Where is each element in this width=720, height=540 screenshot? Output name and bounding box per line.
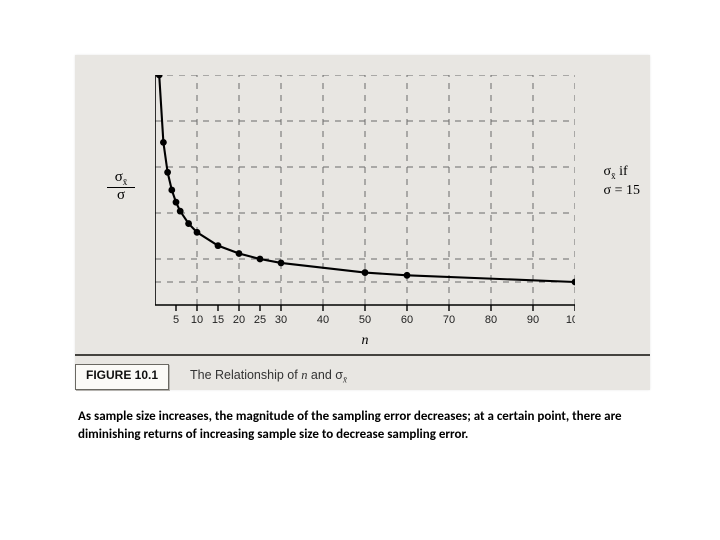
figure-title: The Relationship of n and σx̄ — [190, 368, 347, 385]
svg-text:5: 5 — [173, 314, 179, 325]
y-right-axis-label: σx̄ if σ = 15 — [604, 163, 640, 200]
svg-text:100: 100 — [566, 314, 575, 325]
figure-caption: As sample size increases, the magnitude … — [78, 408, 638, 443]
figure-label-bar: FIGURE 10.1 The Relationship of n and σx… — [75, 354, 650, 390]
svg-text:25: 25 — [254, 314, 266, 325]
svg-text:10: 10 — [191, 314, 203, 325]
y-axis-label: σx̄ σ — [107, 170, 135, 203]
svg-text:15: 15 — [212, 314, 224, 325]
chart-plot-area: 51015202530405060708090100.1.2.4.6.81.03… — [155, 75, 575, 305]
figure-number-box: FIGURE 10.1 — [75, 364, 169, 390]
svg-text:80: 80 — [485, 314, 497, 325]
svg-text:60: 60 — [401, 314, 413, 325]
svg-text:20: 20 — [233, 314, 245, 325]
svg-text:90: 90 — [527, 314, 539, 325]
x-axis-label: n — [155, 333, 575, 349]
figure-container: 51015202530405060708090100.1.2.4.6.81.03… — [75, 55, 650, 390]
chart-svg: 51015202530405060708090100.1.2.4.6.81.03… — [155, 75, 575, 325]
svg-text:50: 50 — [359, 314, 371, 325]
svg-text:30: 30 — [275, 314, 287, 325]
svg-text:70: 70 — [443, 314, 455, 325]
svg-text:40: 40 — [317, 314, 329, 325]
